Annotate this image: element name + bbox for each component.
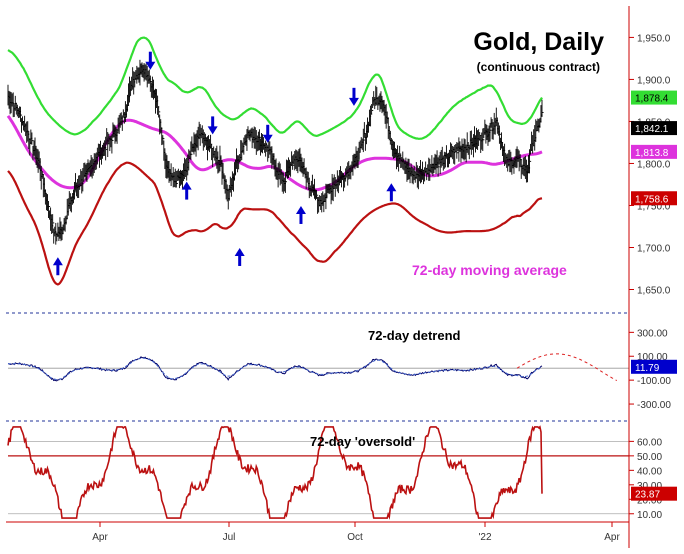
price-value-tag-box bbox=[631, 121, 677, 136]
lower-cycle-band bbox=[7, 161, 543, 286]
detrend-tick-label: -100.00 bbox=[637, 376, 671, 387]
up-arrow-icon bbox=[386, 183, 397, 202]
price-tick-label: 1,700.0 bbox=[637, 243, 671, 254]
down-arrow-icon bbox=[145, 51, 156, 70]
up-arrow-icon bbox=[181, 181, 192, 200]
up-arrow-icon bbox=[295, 205, 306, 224]
oscillator-panel bbox=[7, 425, 629, 520]
oscillator-title: 72-day 'oversold' bbox=[310, 434, 415, 449]
oscillator-tick-label: 60.00 bbox=[637, 437, 662, 448]
arrow-head bbox=[52, 257, 63, 266]
detrend-panel bbox=[7, 353, 629, 382]
upper-band-value-tag: 1,878.4 bbox=[635, 94, 669, 105]
down-arrow-icon bbox=[348, 87, 359, 106]
oscillator-tick-label: 30.00 bbox=[637, 481, 662, 492]
oscillator-line bbox=[7, 425, 543, 520]
upper-cycle-band bbox=[7, 36, 543, 140]
down-arrow-icon bbox=[262, 124, 273, 143]
detrend-tick-label: -300.00 bbox=[637, 400, 671, 411]
up-arrow-icon bbox=[234, 247, 245, 266]
upper-band-line bbox=[7, 36, 543, 140]
oscillator-value-tag: 23.87 bbox=[635, 490, 660, 501]
detrend-smoothed-line bbox=[7, 357, 543, 380]
price-tick-label: 1,750.0 bbox=[637, 201, 671, 212]
price-tick-label: 1,800.0 bbox=[637, 159, 671, 170]
price-tick-label: 1,650.0 bbox=[637, 286, 671, 297]
detrend-tick-label: 300.00 bbox=[637, 328, 668, 339]
price-bars bbox=[7, 59, 544, 245]
x-tick-label: Apr bbox=[604, 532, 620, 543]
moving-average-annotation: 72-day moving average bbox=[412, 262, 567, 278]
moving-average-value-tag: 1,813.8 bbox=[635, 148, 669, 159]
price-tick-label: 1,900.0 bbox=[637, 75, 671, 86]
detrend-tick-label: 100.00 bbox=[637, 352, 668, 363]
moving-average-value-tag-box bbox=[631, 144, 677, 159]
oscillator-tick-label: 50.00 bbox=[637, 452, 662, 463]
lower-band-value-tag: 1,758.6 bbox=[635, 194, 669, 205]
oscillator-value-tag-box bbox=[631, 486, 677, 501]
arrow-head bbox=[295, 205, 306, 214]
chart-title: Gold, Daily bbox=[473, 28, 604, 56]
price-tick-label: 1,950.0 bbox=[637, 33, 671, 44]
value-tags: 1,878.4 1,842.1 1,813.8 1,758.6 11.79 23.87 bbox=[631, 90, 677, 501]
x-tick-label: Jul bbox=[223, 532, 236, 543]
lower-band-line bbox=[7, 161, 543, 286]
x-axis-ticks: Apr Jul Oct '22 Apr bbox=[92, 522, 620, 543]
upper-band-value-tag-box bbox=[631, 90, 677, 105]
oscillator-tick-label: 20.00 bbox=[637, 495, 662, 506]
up-arrow-icon bbox=[52, 257, 63, 276]
x-tick-label: Oct bbox=[347, 532, 363, 543]
arrow-head bbox=[386, 183, 397, 192]
oscillator-tick-label: 10.00 bbox=[637, 510, 662, 521]
detrend-value-tag: 11.79 bbox=[635, 363, 660, 374]
detrend-projection-line bbox=[516, 353, 618, 382]
down-arrow-icon bbox=[207, 116, 218, 135]
chart-subtitle: (continuous contract) bbox=[477, 60, 600, 74]
lower-band-value-tag-box bbox=[631, 191, 677, 206]
cycle-arrows bbox=[52, 51, 397, 276]
detrend-value-tag-box bbox=[631, 359, 677, 374]
arrow-head bbox=[207, 126, 218, 135]
arrow-head bbox=[181, 181, 192, 190]
arrow-head bbox=[145, 61, 156, 70]
arrow-head bbox=[262, 134, 273, 143]
arrow-head bbox=[348, 97, 359, 106]
price-value-tag: 1,842.1 bbox=[635, 124, 669, 135]
detrend-title: 72-day detrend bbox=[368, 328, 461, 343]
oscillator-tick-label: 40.00 bbox=[637, 466, 662, 477]
arrow-head bbox=[234, 247, 245, 256]
x-tick-label: '22 bbox=[478, 532, 491, 543]
x-tick-label: Apr bbox=[92, 532, 108, 543]
